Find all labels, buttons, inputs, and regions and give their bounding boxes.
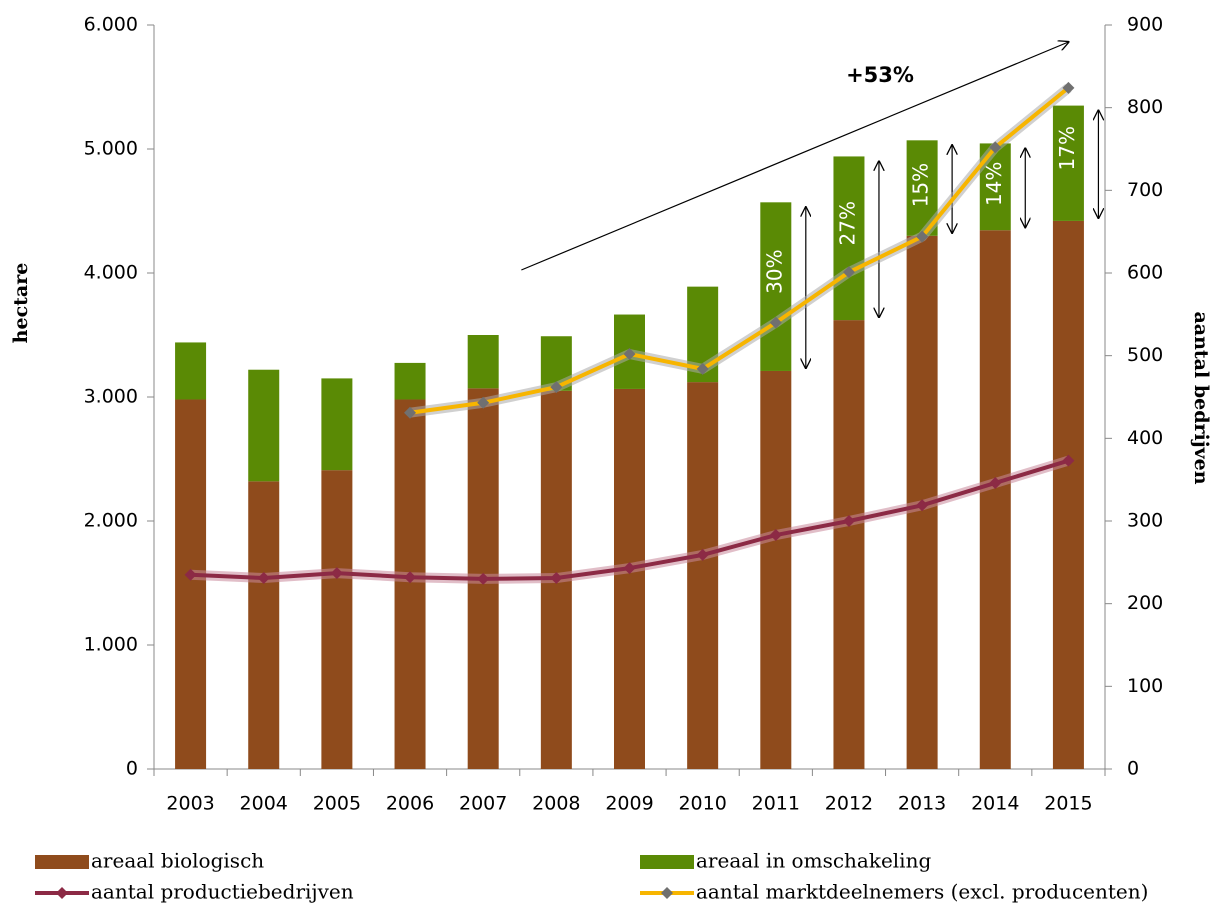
line-marker — [184, 568, 197, 581]
line-marker — [330, 567, 343, 580]
y-tick-label: 1.000 — [84, 634, 138, 656]
line-marker — [916, 499, 929, 512]
line-marker — [916, 230, 929, 243]
line — [409, 86, 1070, 415]
share-label: 17% — [1055, 126, 1079, 170]
legend-label: aantal productiebedrijven — [91, 880, 354, 904]
x-tick-label: 2005 — [313, 793, 361, 815]
bar — [979, 230, 1011, 770]
x-tick-label: 2009 — [605, 793, 653, 815]
bar — [248, 481, 280, 769]
line-marker — [989, 476, 1002, 489]
bar — [394, 362, 426, 400]
line-marker — [842, 266, 855, 279]
share-label: 14% — [982, 162, 1006, 206]
y2-tick-label: 900 — [1127, 14, 1163, 36]
legend-label: areaal in omschakeling — [696, 849, 931, 873]
bar — [394, 399, 426, 769]
y2-tick-label: 400 — [1127, 427, 1163, 449]
bar — [1052, 105, 1084, 221]
bar — [833, 156, 865, 321]
line-marker — [550, 381, 563, 394]
y2-tick-label: 700 — [1127, 179, 1163, 201]
share-label: 15% — [909, 163, 933, 207]
line-marker — [696, 548, 709, 561]
bar — [321, 378, 353, 471]
x-tick-label: 2010 — [678, 793, 726, 815]
y-tick-label: 3.000 — [84, 386, 138, 408]
y2-tick-label: 600 — [1127, 262, 1163, 284]
y2-tick-label: 200 — [1127, 592, 1163, 614]
x-tick-label: 2004 — [240, 793, 288, 815]
bar — [760, 370, 792, 769]
line-marker — [404, 571, 417, 584]
growth-arrow — [521, 42, 1068, 271]
line-marker — [550, 572, 563, 585]
y-axis-title: hectare — [10, 263, 32, 344]
legend-label: areaal biologisch — [91, 849, 264, 873]
y-tick-label: 6.000 — [84, 14, 138, 36]
line-marker — [769, 316, 782, 329]
x-tick-label: 2015 — [1044, 793, 1092, 815]
bar — [614, 388, 645, 769]
line-marker — [989, 141, 1002, 154]
x-tick-label: 2011 — [752, 793, 800, 815]
y-tick-label: 4.000 — [84, 262, 138, 284]
line-marker — [769, 529, 782, 542]
growth-label: +53% — [846, 63, 914, 87]
line-marker — [477, 396, 490, 409]
line-marker — [623, 562, 636, 575]
line-marker — [696, 362, 709, 375]
bar — [1052, 220, 1084, 770]
legend-marker — [661, 887, 673, 899]
line-marker — [1062, 454, 1075, 467]
y-tick-label: 0 — [126, 758, 138, 780]
bar — [321, 470, 353, 769]
line-glow — [409, 83, 1072, 418]
y2-tick-label: 500 — [1127, 344, 1163, 366]
x-tick-label: 2014 — [971, 793, 1019, 815]
y2-tick-label: 300 — [1127, 510, 1163, 532]
share-label: 27% — [835, 201, 859, 245]
y2-tick-label: 100 — [1127, 675, 1163, 697]
y-tick-label: 5.000 — [84, 138, 138, 160]
legend-swatch — [640, 855, 694, 869]
line-marker — [623, 348, 636, 361]
bar — [760, 202, 792, 371]
y2-tick-label: 0 — [1127, 758, 1139, 780]
line-marker — [404, 406, 417, 419]
line-marker — [257, 572, 270, 585]
line-marker — [842, 515, 855, 527]
y-tick-label: 2.000 — [84, 510, 138, 532]
x-tick-label: 2003 — [166, 793, 214, 815]
legend-label: aantal marktdeelnemers (excl. producente… — [696, 880, 1148, 904]
line-marker — [1062, 81, 1075, 94]
x-tick-label: 2008 — [532, 793, 580, 815]
y2-axis-title: aantal bedrijven — [1190, 311, 1212, 484]
bar — [175, 399, 207, 769]
line-marker — [477, 572, 490, 585]
bar — [175, 342, 207, 400]
share-label: 30% — [762, 249, 786, 293]
x-tick-label: 2012 — [825, 793, 873, 815]
x-tick-label: 2013 — [898, 793, 946, 815]
y2-tick-label: 800 — [1127, 96, 1163, 118]
x-tick-label: 2007 — [459, 793, 507, 815]
legend-swatch — [35, 855, 89, 869]
bar — [833, 320, 865, 769]
x-tick-label: 2006 — [386, 793, 434, 815]
bar — [467, 335, 499, 389]
legend-marker — [56, 887, 68, 899]
bar — [248, 369, 280, 482]
bar — [687, 382, 719, 769]
